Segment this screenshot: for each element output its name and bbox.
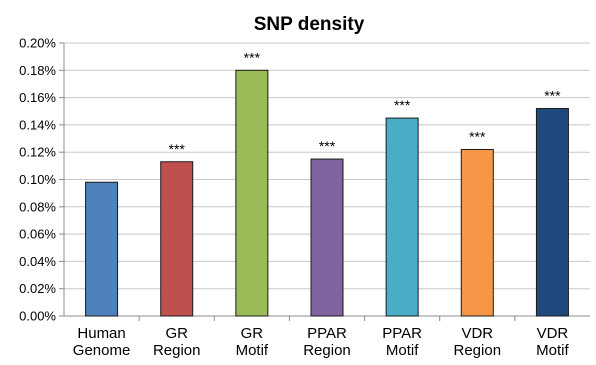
- category-label: GR Region: [153, 325, 201, 359]
- bar: [385, 117, 419, 317]
- significance-label: ***: [244, 49, 261, 65]
- x-axis-categories: Human Genome GR Region GR Motif PPAR Region PPAR…: [73, 325, 570, 359]
- y-tick-label: 0.02%: [19, 281, 56, 296]
- y-tick-label: 0.18%: [19, 63, 56, 78]
- y-tick-label: 0.06%: [19, 227, 56, 242]
- y-tick-label: 0.00%: [19, 309, 56, 324]
- significance-label: ***: [544, 88, 561, 104]
- significance-label: ***: [169, 141, 186, 157]
- category-label: PPAR Region: [303, 325, 351, 359]
- category-label: VDR Motif: [536, 325, 569, 359]
- y-tick-label: 0.10%: [19, 172, 56, 187]
- bar: [535, 108, 569, 317]
- significance-label: ***: [469, 128, 486, 144]
- bar: [235, 69, 269, 317]
- y-tick-label: 0.16%: [19, 90, 56, 105]
- y-tick-label: 0.12%: [19, 145, 56, 160]
- y-tick-label: 0.08%: [19, 199, 56, 214]
- bar: [85, 181, 119, 317]
- y-tick-label: 0.04%: [19, 254, 56, 269]
- category-label: Human Genome: [73, 325, 131, 359]
- category-label: GR Motif: [236, 325, 269, 359]
- bar: [310, 158, 344, 317]
- significance-label: ***: [394, 97, 411, 113]
- significance-label: ***: [319, 138, 336, 154]
- bar: [460, 148, 494, 317]
- bar: [160, 161, 194, 317]
- y-tick-label: 0.14%: [19, 117, 56, 132]
- significance-labels: *** *** *** *** *** ***: [169, 49, 562, 156]
- category-label: PPAR Motif: [382, 325, 422, 359]
- y-tick-label: 0.20%: [19, 36, 56, 51]
- bars: [85, 69, 569, 317]
- category-label: VDR Region: [454, 325, 502, 359]
- chart-title: SNP density: [254, 14, 365, 35]
- y-axis-ticks: 0.00% 0.02% 0.04% 0.06% 0.08% 0.10% 0.12% 0.14%…: [19, 36, 56, 324]
